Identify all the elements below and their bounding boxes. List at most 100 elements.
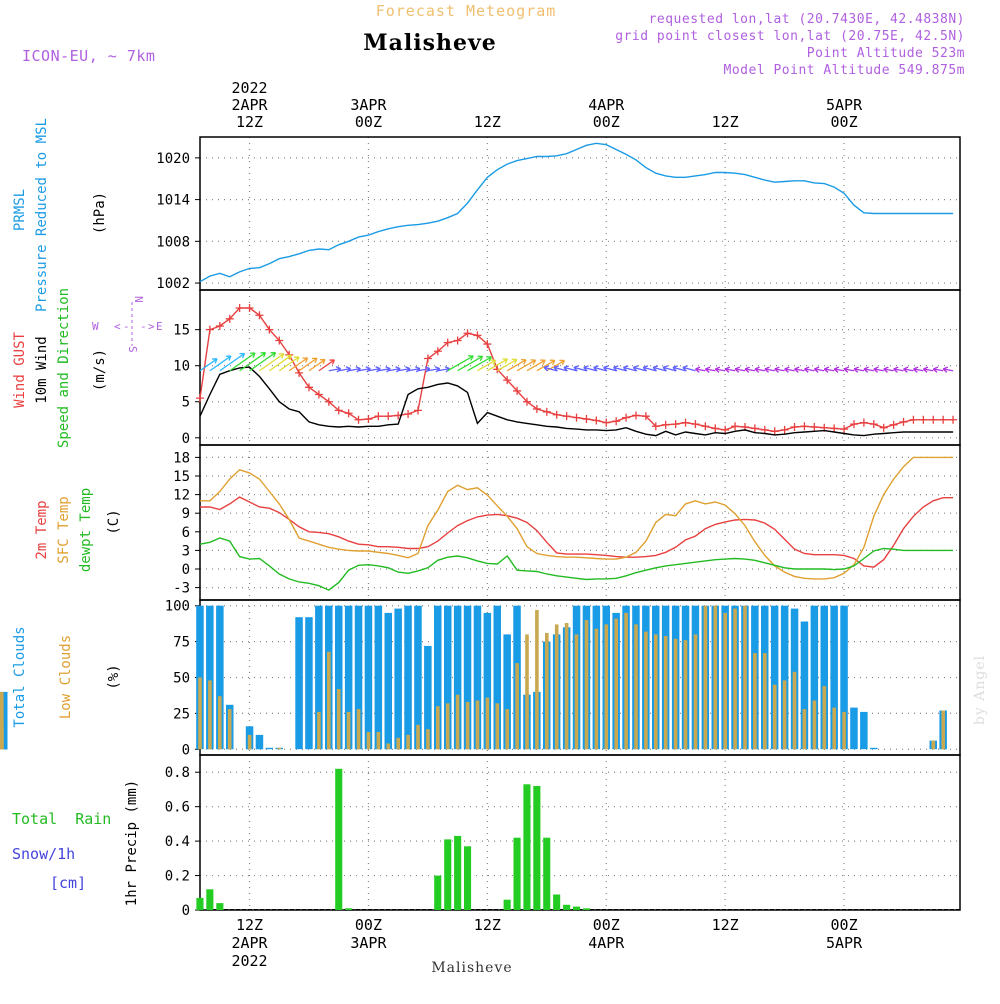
- wind-arrow-head: [642, 365, 649, 372]
- bottom-axis-day: 3APR: [350, 934, 387, 952]
- rain-bar: [216, 903, 224, 910]
- low-cloud-bar: [663, 635, 668, 750]
- wind-arrow-head: [559, 359, 566, 366]
- wind-arrow: [563, 366, 577, 372]
- low-cloud-bar: [0, 726, 4, 750]
- gust-point: [542, 407, 551, 416]
- low-cloud-bar: [406, 734, 410, 750]
- y-tick-label: 0.6: [165, 800, 190, 816]
- low-cloud-bar: [317, 711, 321, 750]
- gust-point: [562, 412, 571, 421]
- total-cloud-bar: [434, 605, 442, 750]
- gust-point: [225, 314, 234, 323]
- wind-arrow: [553, 366, 567, 372]
- wind-arrow-head: [302, 357, 309, 363]
- precip-labels: Total Rain Snow/1h [cm] 1hr Precip (mm): [12, 780, 140, 906]
- total-cloud-bar: [424, 645, 432, 750]
- low-cloud-bar: [218, 696, 222, 750]
- low-cloud-bar: [545, 633, 549, 750]
- wind-arrow: [933, 368, 944, 372]
- wind-arrow: [378, 368, 391, 372]
- total-cloud-bar: [493, 605, 501, 750]
- low-cloud-bar: [277, 747, 282, 750]
- gust-point: [691, 420, 700, 429]
- bottom-axis-day: 2APR: [231, 934, 268, 952]
- y-tick-label: 6: [182, 525, 190, 541]
- gust-point: [602, 418, 611, 427]
- wind-arrow-head: [794, 366, 800, 373]
- wind-arrow-head: [486, 356, 492, 362]
- wind-arrow: [754, 368, 765, 372]
- y-tick-label: 0: [182, 903, 190, 919]
- wind-arrow-head: [764, 366, 770, 373]
- wind-arrow-head: [553, 365, 560, 372]
- wind-arrow: [338, 368, 351, 372]
- top-axis-day: 4APR: [588, 96, 625, 114]
- low-cloud-bar: [763, 653, 767, 750]
- compass-gt: >: [148, 320, 155, 333]
- compass-west: W: [92, 320, 99, 333]
- wind-label-gust: Wind GUST: [12, 332, 28, 408]
- total-cloud-bar: [870, 747, 878, 750]
- series-line-10m-wind: [199, 366, 954, 437]
- wind-arrow: [398, 368, 411, 372]
- rain-bar: [513, 837, 521, 910]
- wind-label-10m: 10m Wind: [34, 336, 50, 403]
- bottom-axis-hour: 00Z: [355, 916, 382, 934]
- compass-dash-2: -: [140, 320, 147, 333]
- gust-point: [324, 397, 333, 406]
- wind-arrow: [725, 368, 736, 372]
- wind-arrow: [715, 368, 726, 372]
- total-cloud-bar: [503, 634, 511, 750]
- low-cloud-bar: [535, 610, 539, 750]
- wind-arrow-head: [903, 366, 909, 373]
- wind-arrow: [583, 366, 597, 372]
- total-cloud-bar: [483, 612, 492, 750]
- gust-point: [711, 424, 720, 433]
- wind-arrow: [348, 368, 361, 372]
- pressure-labels: PRMSL Pressure Reduced to MSL (hPa): [12, 118, 108, 312]
- wind-arrow: [573, 366, 587, 372]
- total-cloud-bar: [453, 605, 462, 750]
- wind-arrow-head: [804, 366, 810, 373]
- gust-point: [423, 354, 432, 363]
- precip-label-rain: Total Rain: [12, 810, 111, 828]
- wind-arrow: [516, 359, 536, 372]
- header-requested: requested lon,lat (20.7430E, 42.4838N): [649, 12, 965, 27]
- precip-label-cm: [cm]: [50, 874, 86, 892]
- top-axis-hour: 12Z: [236, 113, 263, 131]
- low-cloud-bar: [574, 634, 579, 750]
- gust-point: [889, 420, 898, 429]
- rain-bar: [345, 908, 353, 910]
- wind-arrow-head: [784, 366, 790, 373]
- temp-label-dew: dewpt Temp: [78, 488, 94, 572]
- wind-arrow: [278, 356, 300, 372]
- wind-arrow: [913, 368, 924, 372]
- total-cloud-bar: [810, 605, 819, 750]
- wind-arrow-head: [734, 366, 741, 373]
- gust-point: [503, 376, 512, 385]
- wind-arrow-head: [286, 354, 292, 361]
- top-axis-hour: 00Z: [593, 113, 620, 131]
- total-cloud-bar: [255, 734, 264, 750]
- rain-bar: [543, 837, 551, 910]
- low-cloud-bar: [495, 703, 500, 750]
- top-axis-hour: 12Z: [712, 113, 739, 131]
- low-cloud-bar: [356, 709, 361, 750]
- compass-north: N: [132, 296, 145, 303]
- gust-point: [374, 412, 383, 421]
- wind-arrow: [652, 366, 666, 372]
- wind-arrow: [893, 368, 904, 372]
- gust-point: [463, 329, 472, 338]
- wind-arrow-head: [520, 359, 527, 365]
- wind-labels: Wind GUST 10m Wind Speed and Direction (…: [12, 288, 163, 448]
- wind-arrow-head: [319, 358, 326, 365]
- wind-arrow-head: [695, 366, 701, 373]
- total-cloud-bar: [384, 612, 392, 750]
- rain-bar: [523, 784, 531, 910]
- gust-point: [344, 409, 353, 418]
- wind-arrow: [219, 352, 245, 372]
- low-cloud-bar: [772, 684, 777, 750]
- credit-text: by Angel: [972, 655, 988, 725]
- wind-arrow-head: [490, 359, 497, 365]
